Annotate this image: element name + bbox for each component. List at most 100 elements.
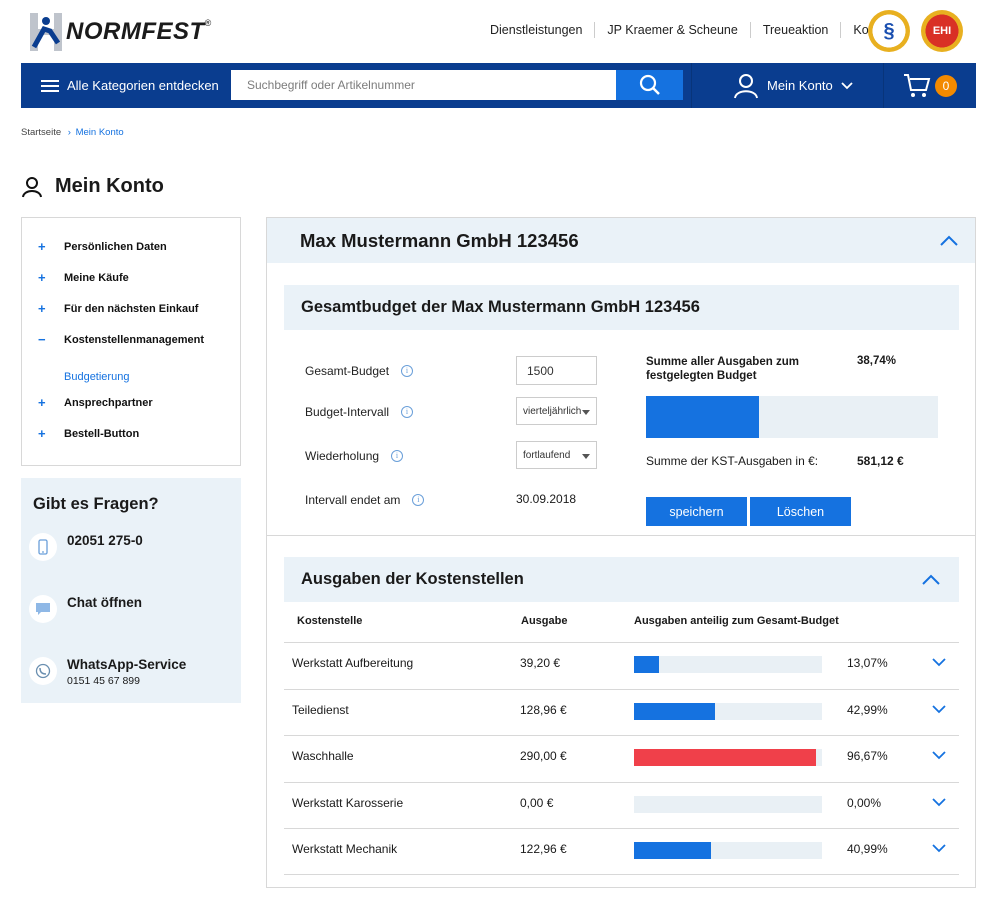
sidebar-item-label: Ansprechpartner [64,397,153,409]
chevron-down-icon[interactable] [931,797,947,807]
section-divider [267,535,975,536]
top-header: NORMFEST ® Dienstleistungen JP Kraemer &… [0,0,994,62]
help-phone-number: 02051 275-0 [67,533,143,548]
sidebar-item-contacts[interactable]: + Ansprechpartner [38,395,153,410]
sidebar-item-label: Bestell-Button [64,428,140,440]
topnav-jp-kraemer[interactable]: JP Kraemer & Scheune [594,22,749,38]
trust-seal-shop[interactable]: § [868,10,910,52]
nav-separator [691,63,692,108]
sidebar-item-personal-data[interactable]: + Persönlichen Daten [38,240,167,253]
sidebar-item-purchases[interactable]: + Meine Käufe [38,271,129,284]
minus-icon: − [38,332,46,347]
kst-sum-label: Summe der KST-Ausgaben in €: [646,454,819,468]
breadcrumb: Startseite › Mein Konto [21,127,124,138]
table-bottom-line [284,874,959,875]
table-header-cost-center: Kostenstelle [297,615,363,627]
table-row[interactable]: Teiledienst 128,96 € 42,99% [284,688,959,736]
sidebar-item-next-purchase[interactable]: + Für den nächsten Einkauf [38,301,198,316]
search-button[interactable] [616,70,683,100]
chevron-down-icon[interactable] [931,704,947,714]
account-main-panel: Max Mustermann GmbH 123456 Gesamtbudget … [266,217,976,888]
account-menu[interactable]: Mein Konto [733,63,853,108]
share-progress-bar [634,749,822,766]
cart-button[interactable]: 0 [903,63,957,108]
company-header[interactable]: Max Mustermann GmbH 123456 [267,218,975,263]
sidebar-item-order-button[interactable]: + Bestell-Button [38,426,140,441]
sidebar-subitem-budgeting[interactable]: Budgetierung [64,371,130,383]
share-progress-fill [634,842,712,859]
trust-seal-ehi[interactable]: EHI [921,10,963,52]
cost-center-amount: 128,96 € [520,702,567,717]
cost-center-percent: 40,99% [847,842,888,856]
table-row[interactable]: Werkstatt Aufbereitung 39,20 € 13,07% [284,642,959,689]
whatsapp-icon [29,657,57,685]
interval-end-date: 30.09.2018 [516,492,577,506]
breadcrumb-separator: › [67,127,71,138]
breadcrumb-home[interactable]: Startseite [21,127,62,138]
budget-field-label: Gesamt-Budget i [305,364,414,378]
delete-button[interactable]: Löschen [750,497,851,526]
help-whatsapp-number: 0151 45 67 899 [67,675,140,687]
budget-progress-bar [646,396,938,438]
chevron-up-icon[interactable] [921,574,941,586]
info-icon[interactable]: i [412,494,425,506]
repeat-label-text: Wiederholung [305,449,380,463]
table-header-share: Ausgaben anteilig zum Gesamt-Budget [634,615,839,627]
budget-label-text: Gesamt-Budget [305,364,390,378]
cost-center-percent: 13,07% [847,656,888,670]
cost-center-amount: 122,96 € [520,842,567,856]
cost-center-name: Werkstatt Mechanik [292,842,398,856]
plus-icon: + [38,426,46,441]
end-label-text: Intervall endet am [305,493,401,507]
breadcrumb-current[interactable]: Mein Konto [75,127,124,138]
search-input[interactable] [231,70,616,100]
help-box: Gibt es Fragen? 02051 275-0 Chat öffnen … [21,478,241,703]
chevron-down-icon[interactable] [931,843,947,853]
table-row[interactable]: Werkstatt Mechanik 122,96 € 40,99% [284,828,959,875]
interval-select[interactable]: vierteljährlich [516,397,597,425]
costs-title: Ausgaben der Kostenstellen [301,570,524,588]
budget-progress-fill [646,396,760,438]
topnav-treueaktion[interactable]: Treueaktion [749,22,841,38]
sidebar-item-cost-centers[interactable]: − Kostenstellenmanagement [38,332,204,347]
chevron-up-icon[interactable] [939,235,959,247]
plus-icon: + [38,301,46,316]
cost-center-amount: 0,00 € [520,795,554,810]
help-chat[interactable]: Chat öffnen [29,595,142,623]
cost-center-amount: 39,20 € [520,656,561,670]
costs-header[interactable]: Ausgaben der Kostenstellen [284,557,959,602]
account-label: Mein Konto [767,78,833,93]
repeat-select[interactable]: fortlaufend [516,441,597,469]
chevron-down-icon[interactable] [931,657,947,667]
budget-input[interactable] [516,356,597,385]
info-icon[interactable]: i [391,450,404,462]
categories-button[interactable]: Alle Kategorien entdecken [21,63,231,108]
table-row[interactable]: Werkstatt Karosserie 0,00 € 0,00% [284,781,959,829]
topnav-dienstleistungen[interactable]: Dienstleistungen [490,23,583,37]
table-row[interactable]: Waschhalle 290,00 € 96,67% [284,735,959,782]
share-progress-fill [634,749,816,766]
save-button[interactable]: speichern [646,497,747,526]
info-icon[interactable]: i [401,365,414,377]
budget-summary-percent: 38,74% [857,355,897,367]
search-icon [639,74,660,95]
share-progress-fill [634,702,715,720]
phone-icon [29,533,57,561]
share-progress-bar [634,702,822,720]
page-title-text: Mein Konto [55,175,164,197]
logo-text: NORMFEST [66,18,205,45]
share-progress-bar [634,656,822,673]
plus-icon: + [38,395,46,410]
interval-label-text: Budget-Intervall [305,405,390,419]
kst-sum-value: 581,12 € [857,454,904,468]
main-navbar: Alle Kategorien entdecken Mein Konto 0 [21,63,976,108]
user-icon [734,73,758,98]
chat-icon [29,595,57,623]
repeat-field-label: Wiederholung i [305,449,404,463]
normfest-logo[interactable]: NORMFEST ® [28,12,211,52]
info-icon[interactable]: i [401,406,414,418]
help-phone[interactable]: 02051 275-0 [29,533,143,561]
help-whatsapp[interactable]: WhatsApp-Service 0151 45 67 899 [29,657,186,687]
budget-header: Gesamtbudget der Max Mustermann GmbH 123… [284,285,959,330]
chevron-down-icon[interactable] [931,750,947,760]
